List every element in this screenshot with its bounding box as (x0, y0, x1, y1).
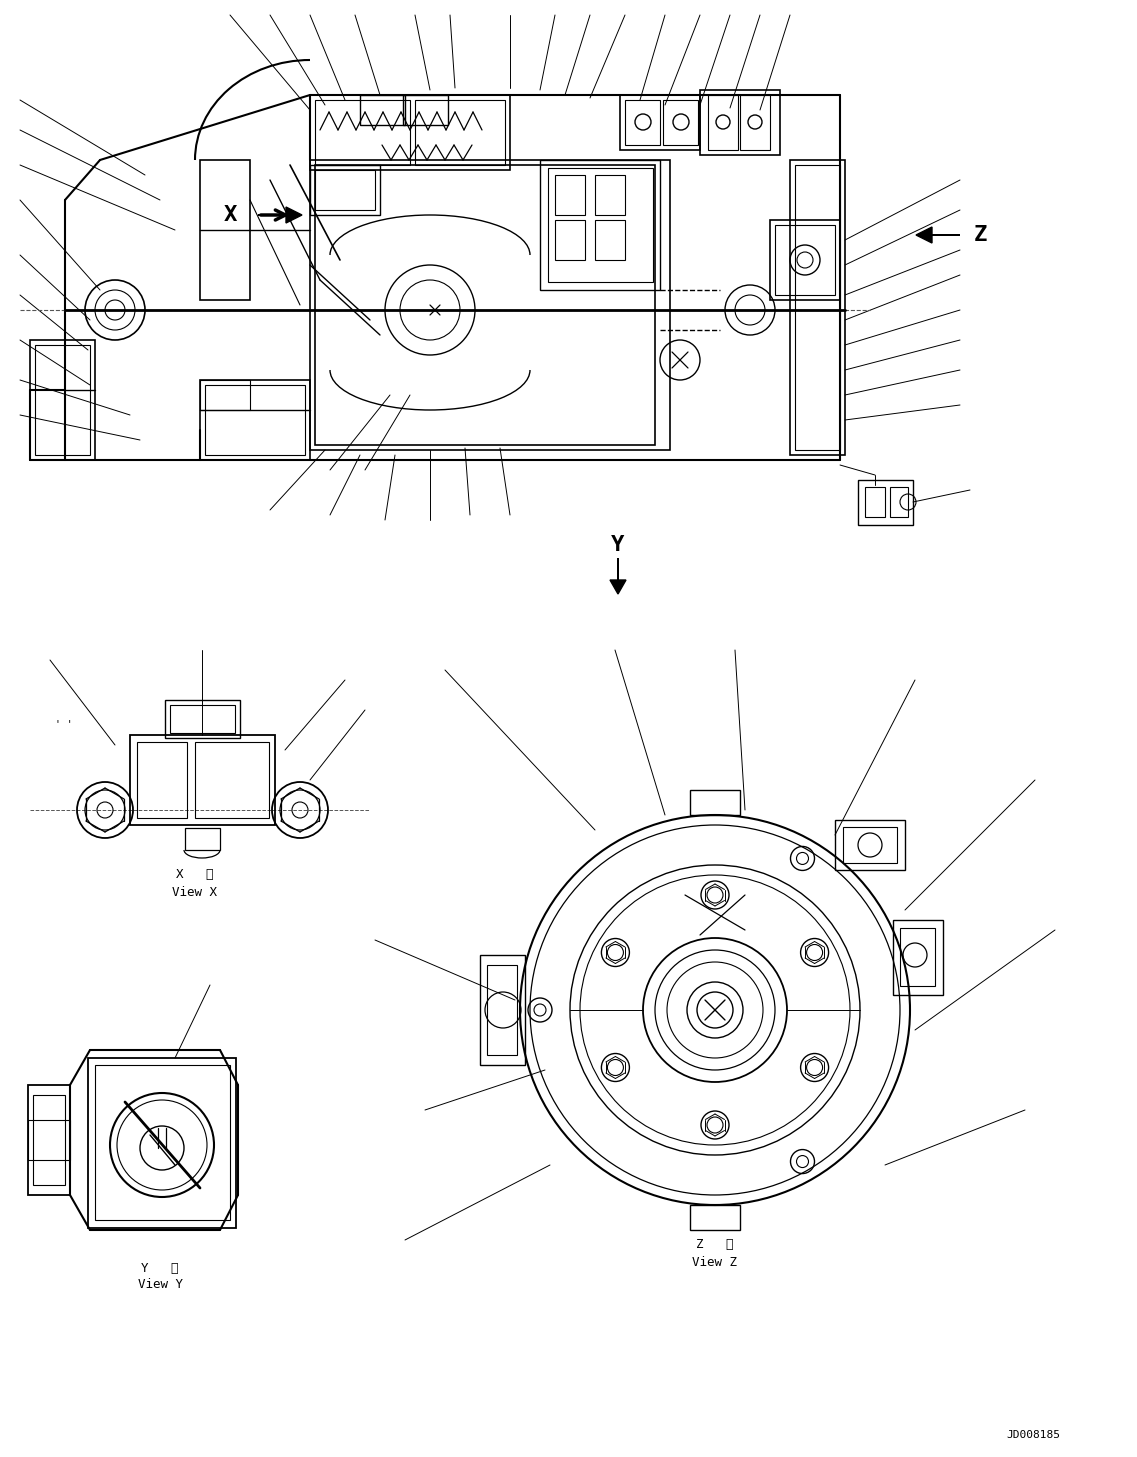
Bar (708, 95, 738, 150)
FancyArrow shape (916, 227, 960, 243)
Text: Y   視: Y 視 (141, 1262, 179, 1275)
Bar (185, 828, 219, 849)
Bar (30, 339, 96, 460)
Bar (663, 101, 698, 146)
Bar (775, 224, 835, 294)
Bar (893, 919, 943, 995)
Text: JD008185: JD008185 (1006, 1429, 1060, 1440)
Text: Z   視: Z 視 (696, 1238, 733, 1252)
Bar (555, 220, 586, 259)
Bar (315, 101, 410, 165)
Text: View Z: View Z (692, 1256, 738, 1269)
Bar (690, 1205, 740, 1230)
Bar (310, 165, 380, 216)
Bar (415, 101, 505, 165)
Bar (901, 928, 935, 986)
Bar (700, 90, 780, 154)
Bar (200, 380, 310, 460)
Bar (790, 160, 845, 455)
Bar (690, 790, 740, 814)
Text: X: X (223, 205, 236, 224)
Bar (540, 160, 659, 290)
Bar (595, 175, 625, 216)
Bar (28, 1120, 70, 1160)
Text: Z: Z (973, 224, 987, 245)
Bar (625, 101, 659, 146)
Bar (171, 705, 235, 733)
Bar (487, 965, 517, 1055)
Bar (200, 160, 250, 300)
Bar (196, 742, 269, 817)
FancyArrow shape (609, 558, 626, 594)
FancyArrow shape (258, 207, 302, 223)
Bar (165, 699, 240, 739)
Text: Y: Y (612, 535, 624, 555)
Bar (555, 175, 586, 216)
Bar (33, 1096, 65, 1185)
Bar (130, 734, 275, 825)
Bar (96, 1065, 230, 1220)
Bar (858, 479, 913, 525)
Bar (770, 220, 840, 300)
Bar (890, 487, 908, 517)
Bar (835, 820, 905, 870)
Bar (315, 165, 655, 444)
Bar (865, 487, 885, 517)
Text: View Y: View Y (138, 1278, 183, 1291)
Bar (480, 954, 525, 1065)
Text: View X: View X (173, 886, 217, 899)
Bar (205, 385, 305, 455)
Bar (548, 168, 653, 283)
Bar (360, 95, 405, 125)
Bar (310, 95, 511, 170)
Bar (35, 345, 90, 455)
Text: ' ': ' ' (55, 720, 73, 730)
Bar (28, 1085, 70, 1195)
Bar (315, 170, 375, 210)
Text: X   視: X 視 (176, 868, 214, 881)
Bar (402, 95, 448, 125)
Bar (136, 742, 186, 817)
Bar (88, 1058, 236, 1228)
Bar (200, 380, 250, 409)
Bar (795, 165, 840, 450)
Bar (310, 160, 670, 450)
Bar (843, 828, 897, 863)
Bar (620, 95, 700, 150)
Bar (740, 95, 770, 150)
Bar (595, 220, 625, 259)
